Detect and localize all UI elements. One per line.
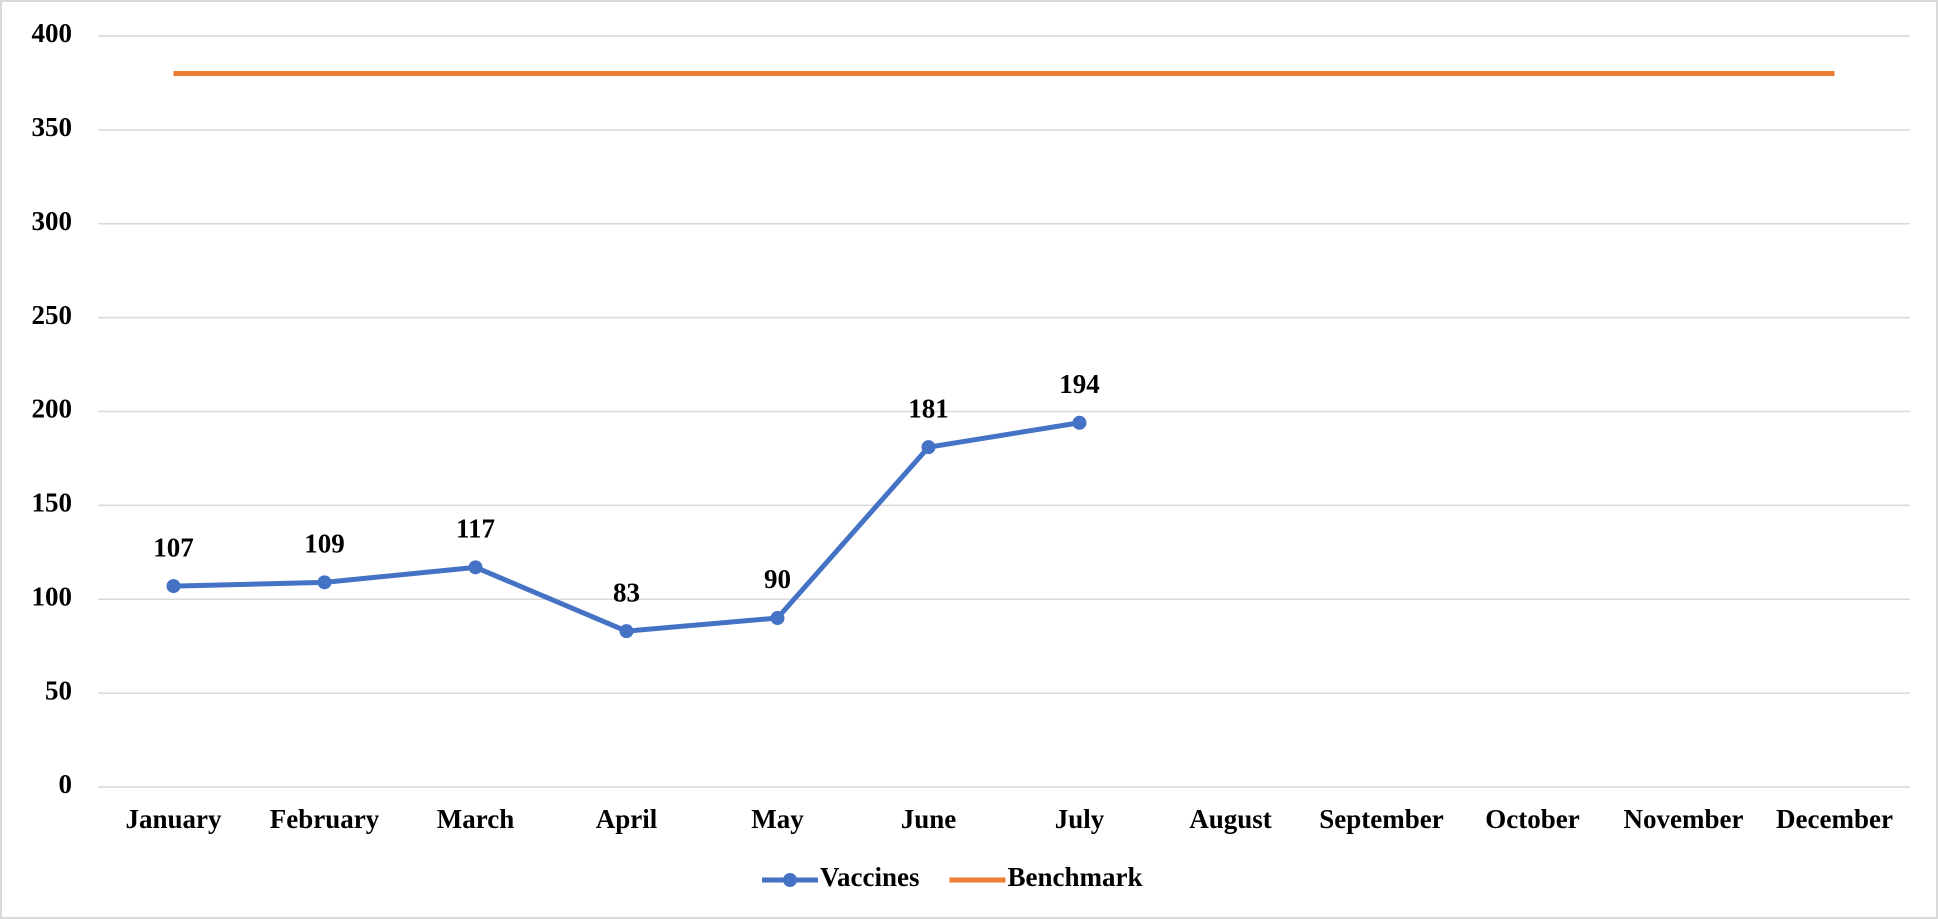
point	[468, 560, 483, 575]
point	[317, 575, 332, 590]
data-label: 194	[1059, 369, 1100, 399]
y-tick-label: 300	[32, 206, 73, 236]
x-tick-label: March	[437, 804, 514, 834]
x-tick-label: February	[270, 804, 380, 834]
point	[619, 624, 634, 639]
legend-label: Benchmark	[1008, 862, 1143, 892]
x-tick-label: August	[1189, 804, 1272, 834]
legend-marker	[783, 873, 797, 887]
y-tick-label: 50	[45, 675, 72, 705]
legend-label: Vaccines	[820, 862, 920, 892]
x-tick-label: June	[901, 804, 957, 834]
x-tick-label: September	[1319, 804, 1443, 834]
data-label: 109	[304, 529, 345, 559]
y-tick-label: 0	[59, 769, 73, 799]
data-label: 107	[153, 532, 194, 562]
data-label: 117	[456, 514, 495, 544]
y-tick-label: 200	[32, 394, 73, 424]
y-tick-label: 150	[32, 488, 73, 518]
x-tick-label: April	[596, 804, 658, 834]
x-tick-label: November	[1624, 804, 1744, 834]
y-tick-label: 400	[32, 18, 73, 48]
x-tick-label: December	[1776, 804, 1893, 834]
y-tick-label: 100	[32, 581, 73, 611]
point	[921, 440, 936, 455]
point	[166, 579, 181, 594]
data-label: 83	[613, 577, 640, 607]
y-tick-label: 250	[32, 300, 73, 330]
point	[770, 611, 785, 626]
x-tick-label: May	[751, 804, 804, 834]
data-label: 181	[908, 393, 949, 423]
point	[1072, 415, 1087, 430]
data-label: 90	[764, 564, 791, 594]
x-tick-label: January	[125, 804, 222, 834]
x-tick-label: July	[1055, 804, 1105, 834]
y-tick-label: 350	[32, 112, 73, 142]
x-tick-label: October	[1485, 804, 1579, 834]
